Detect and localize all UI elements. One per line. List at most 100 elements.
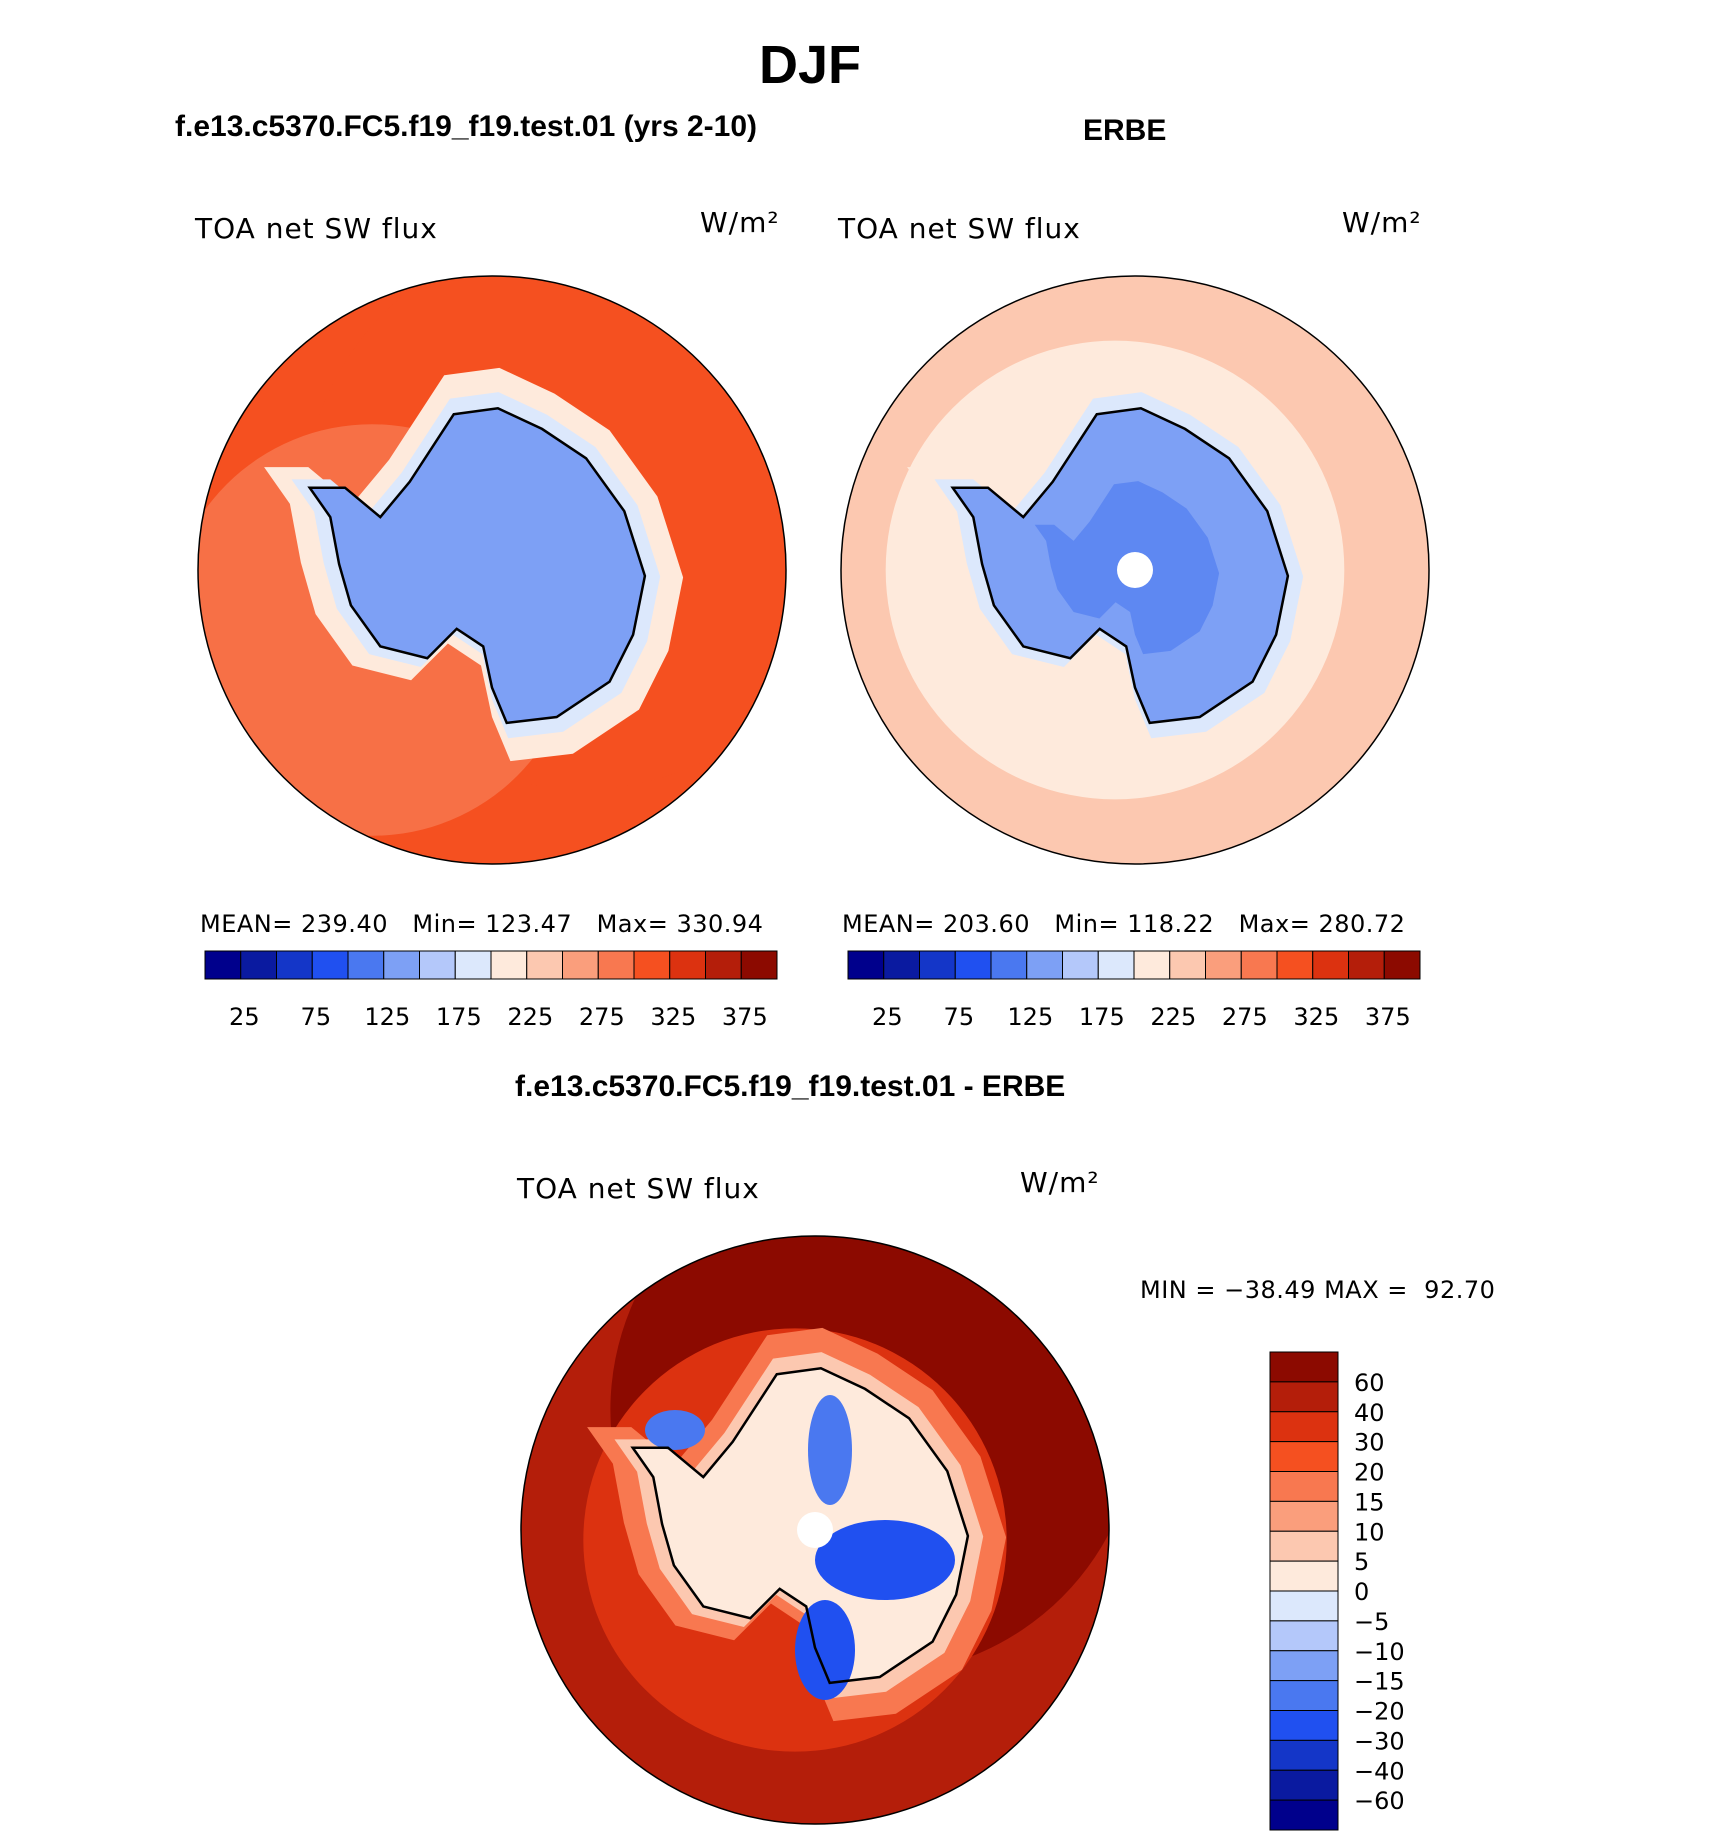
colorbar-tick-label: 40 [1354, 1399, 1385, 1427]
colorbar-swatch [383, 950, 420, 980]
colorbar-swatch [1097, 950, 1135, 980]
map-field [841, 276, 1429, 864]
colorbar-swatch [954, 950, 992, 980]
colorbar-swatch [1133, 950, 1171, 980]
colorbar-tick-label: −20 [1354, 1698, 1405, 1726]
colorbar-swatch [1269, 1471, 1339, 1502]
colorbar-swatch [990, 950, 1028, 980]
min-value: 123.47 [485, 910, 573, 938]
colorbar-swatch [919, 950, 956, 980]
colorbar-tick-label: 25 [872, 1003, 903, 1031]
mean-value: 239.40 [301, 910, 388, 938]
min-value: 118.22 [1127, 910, 1215, 938]
colorbar-swatch [1269, 1799, 1339, 1831]
colorbar-tick-label: 5 [1354, 1548, 1369, 1576]
colorbar-tick-label: −5 [1354, 1608, 1389, 1636]
colorbar-swatch [1169, 950, 1206, 980]
mean-value: 203.60 [943, 910, 1030, 938]
colorbar-tick-label: 60 [1354, 1369, 1385, 1397]
colorbar-model: 25 75 125 175 225 275 325 375 [204, 950, 778, 1031]
colorbar-tick-label: 225 [1150, 1003, 1196, 1031]
colorbar-swatch [1269, 1650, 1339, 1682]
colorbar-swatch [454, 950, 492, 980]
pole-hole [797, 1512, 833, 1548]
map-diff [520, 1235, 1110, 1825]
colorbar-swatch [1312, 950, 1349, 980]
units-label-diff: W/m² [1020, 1166, 1100, 1199]
variable-label-diff: TOA net SW flux [517, 1172, 760, 1205]
colorbar-swatch [311, 950, 349, 980]
colorbar-swatch [419, 950, 456, 980]
subplot-title-diff: f.e13.c5370.FC5.f19_f19.test.01 - ERBE [515, 1070, 1066, 1103]
map-border [197, 275, 787, 865]
colorbar-tick-label: 30 [1354, 1429, 1385, 1457]
map-erbe [840, 275, 1430, 865]
colorbar-swatch [1205, 950, 1242, 980]
colorbar-tick-label: −60 [1354, 1787, 1405, 1815]
colorbar-tick-label: −10 [1354, 1638, 1405, 1666]
negative-patch [645, 1410, 705, 1450]
colorbar-swatch [1383, 950, 1421, 980]
colorbar-swatch [1269, 1560, 1339, 1592]
max-value: 280.72 [1318, 910, 1406, 938]
colorbar-swatch [347, 950, 385, 980]
variable-label-model: TOA net SW flux [195, 212, 438, 245]
colorbar-swatch [1276, 950, 1314, 980]
colorbar-swatch [1269, 1441, 1339, 1472]
colorbar-erbe: 25 75 125 175 225 275 325 375 [847, 950, 1421, 1031]
colorbar-swatch [276, 950, 313, 980]
coastline [307, 407, 647, 725]
colorbar-tick-label: −15 [1354, 1668, 1405, 1696]
mean-label: MEAN= [842, 910, 935, 938]
colorbar-tick-label: 325 [1293, 1003, 1339, 1031]
colorbar-swatch [1240, 950, 1278, 980]
colorbar-tick-label: 225 [507, 1003, 553, 1031]
colorbar-tick-label: −40 [1354, 1757, 1405, 1785]
negative-patch [795, 1600, 855, 1700]
colorbar-tick-label: 275 [579, 1003, 625, 1031]
colorbar-swatch [526, 950, 563, 980]
min-label: MIN = [1140, 1276, 1216, 1304]
colorbar-tick-label: 125 [1007, 1003, 1053, 1031]
stats-diff: MIN = −38.49 MAX = 92.70 [1140, 1276, 1495, 1304]
min-value: −38.49 [1224, 1276, 1316, 1304]
colorbar-tick-label: 275 [1222, 1003, 1268, 1031]
antarctica-field [309, 408, 645, 723]
negative-patch [808, 1395, 852, 1505]
colorbar-swatch [740, 950, 778, 980]
max-label: Max= [596, 910, 669, 938]
colorbar-swatch [490, 950, 528, 980]
colorbar-swatch [883, 950, 920, 980]
map-field [521, 1236, 1109, 1824]
colorbar-swatch [597, 950, 635, 980]
colorbar-swatch [705, 950, 742, 980]
colorbar-swatch [1269, 1590, 1339, 1622]
colorbar-tick-label: 20 [1354, 1459, 1385, 1487]
map-field [198, 276, 786, 864]
coastline [950, 407, 1290, 725]
colorbar-swatch [1348, 950, 1385, 980]
max-label: Max= [1238, 910, 1311, 938]
colorbar-swatch [1269, 1530, 1339, 1562]
units-label-erbe: W/m² [1342, 206, 1422, 239]
colorbar-swatch [669, 950, 706, 980]
colorbar-swatch [1269, 1680, 1339, 1711]
colorbar-tick-label: 125 [364, 1003, 410, 1031]
colorbar-tick-label: 325 [650, 1003, 696, 1031]
colorbar-swatch [633, 950, 671, 980]
max-value: 92.70 [1424, 1276, 1496, 1304]
coastline [630, 1367, 970, 1685]
map-border [840, 275, 1430, 865]
colorbar-swatch [1269, 1500, 1339, 1532]
pole-hole [1117, 552, 1153, 588]
colorbar-tick-label: −30 [1354, 1727, 1405, 1755]
colorbar-swatch [1269, 1381, 1339, 1413]
colorbar-tick-label: 25 [229, 1003, 260, 1031]
min-label: Min= [1054, 910, 1120, 938]
colorbar-tick-label: 375 [722, 1003, 768, 1031]
colorbar-swatch [847, 950, 885, 980]
colorbar-swatch [240, 950, 277, 980]
colorbar-tick-label: 175 [436, 1003, 482, 1031]
subplot-title-erbe: ERBE [1083, 114, 1167, 147]
